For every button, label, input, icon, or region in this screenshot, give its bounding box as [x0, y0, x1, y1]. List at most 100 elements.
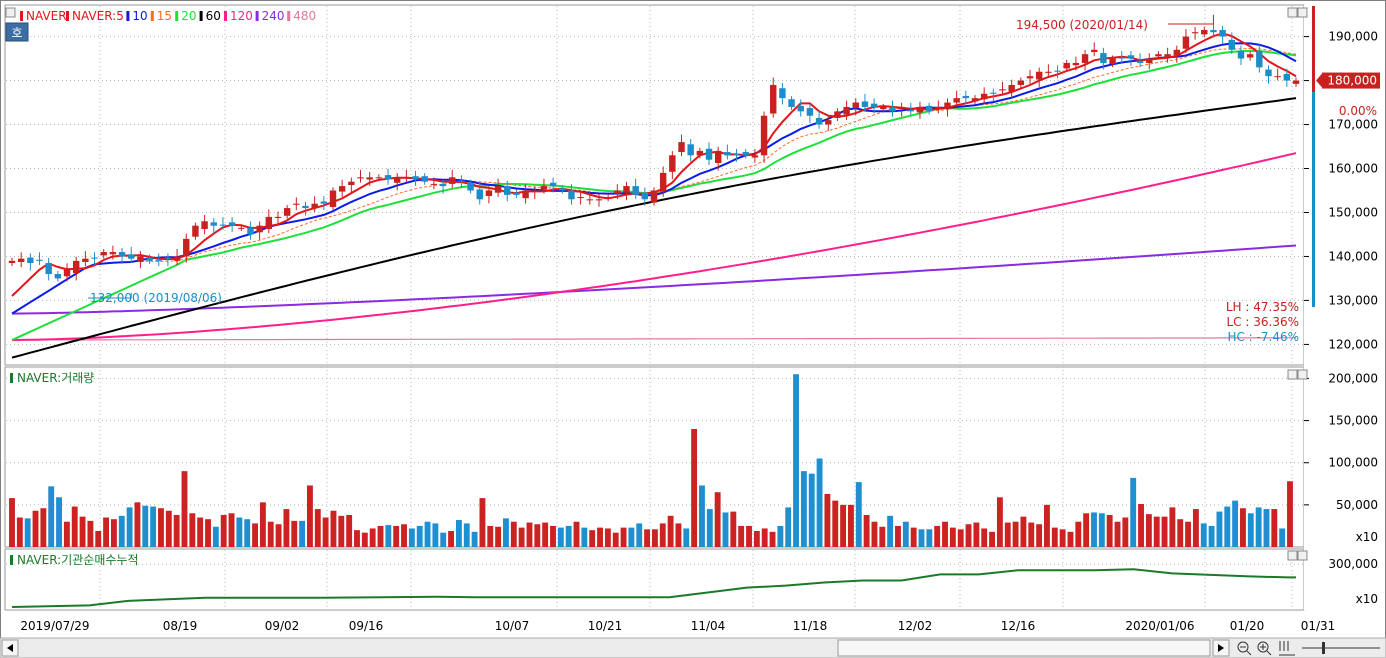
volume-bar	[1216, 511, 1223, 547]
candle-body	[898, 106, 905, 110]
volume-bar	[1091, 512, 1097, 547]
candle-body	[843, 106, 850, 115]
volume-bar	[949, 527, 956, 547]
volume-bar	[589, 530, 596, 547]
institution-cumulative-line	[11, 568, 1296, 608]
candle	[183, 233, 190, 263]
volume-bar	[699, 485, 705, 547]
zoom-slider-handle[interactable]	[1322, 642, 1325, 654]
candle	[1274, 68, 1281, 81]
volume-bar	[793, 374, 799, 547]
candle	[375, 174, 383, 181]
candle	[1201, 26, 1208, 38]
range-bar-up	[1312, 6, 1315, 92]
volume-bar	[965, 524, 972, 547]
volume-bar	[777, 525, 784, 547]
candle-body	[1081, 54, 1089, 63]
candle-body	[283, 208, 291, 216]
candle-body	[1219, 29, 1226, 37]
volume-bar	[1036, 524, 1043, 547]
institution-panel-maximize-button[interactable]	[1297, 550, 1308, 561]
candle-body	[632, 186, 639, 195]
candle	[63, 263, 71, 282]
candle	[366, 172, 373, 186]
volume-bar	[1161, 516, 1168, 547]
candle	[1026, 69, 1034, 84]
scroll-thumb[interactable]	[837, 639, 1211, 657]
volume-bar	[1067, 531, 1074, 547]
x-tick-label: 2019/07/29	[20, 619, 89, 633]
candle-body	[485, 190, 493, 196]
volume-bar	[879, 526, 886, 547]
candle-body	[604, 197, 612, 199]
candle-body	[687, 144, 694, 156]
candle-body	[623, 186, 630, 193]
volume-bar	[118, 515, 125, 547]
institution-title-label: NAVER:기관순매수누적	[17, 553, 139, 567]
candle	[870, 98, 878, 114]
volume-bar	[1153, 516, 1160, 547]
volume-bar	[1169, 507, 1176, 547]
zoom-in-button[interactable]	[1257, 641, 1272, 656]
volume-bar	[158, 508, 164, 547]
candle	[1035, 67, 1043, 87]
candle-body	[476, 189, 483, 200]
candle	[384, 168, 392, 185]
zoom-fit-button[interactable]	[1279, 641, 1295, 656]
candle-body	[852, 102, 859, 109]
candle-body	[1256, 50, 1263, 68]
volume-bar	[346, 514, 353, 547]
candle-body	[1017, 80, 1025, 85]
zoom-out-button[interactable]	[1237, 641, 1252, 656]
institution-panel-controls	[1287, 550, 1308, 561]
ma480-line	[12, 337, 1296, 341]
price-panel-menu-button[interactable]	[5, 7, 16, 18]
candle	[256, 221, 263, 240]
scroll-left-arrow-icon	[7, 644, 13, 652]
volume-bar	[981, 528, 988, 547]
volume-bar	[542, 522, 549, 547]
volume-bar	[354, 530, 360, 547]
institution-panel-minimize-button[interactable]	[1287, 550, 1298, 561]
volume-bar	[526, 522, 533, 547]
ma240-line	[11, 244, 1297, 315]
candle	[760, 111, 768, 163]
candle	[907, 102, 915, 116]
institution-unit-label: x10	[1356, 592, 1378, 606]
candle-body	[293, 203, 300, 205]
candle	[338, 179, 346, 197]
legend-label: NAVER:5	[72, 9, 124, 23]
candle-body	[586, 199, 594, 201]
candle	[228, 217, 236, 233]
volume-bar	[636, 523, 643, 547]
candle-body	[274, 216, 282, 218]
volume-bar	[95, 530, 102, 547]
x-axis-ticks: 2019/07/29 08/19 09/02 09/16 10/07 10/21 11/04…	[20, 619, 1335, 633]
range-bar-down	[1312, 92, 1315, 307]
price-panel-maximize-button[interactable]	[1297, 7, 1308, 18]
candle	[421, 173, 428, 185]
candle-body	[302, 205, 309, 209]
candle	[283, 205, 291, 219]
volume-bar	[126, 507, 133, 547]
ho-button[interactable]: 호	[5, 22, 29, 42]
volume-panel-minimize-button[interactable]	[1287, 369, 1298, 380]
volume-bar	[103, 517, 110, 547]
candle-body	[118, 252, 126, 257]
candle-body	[430, 183, 438, 185]
volume-bar	[24, 518, 31, 547]
candle	[990, 88, 997, 102]
volume-bar	[714, 492, 721, 547]
candle-body	[357, 177, 364, 179]
candle-body	[1072, 62, 1080, 66]
volume-panel-maximize-button[interactable]	[1297, 369, 1308, 380]
price-tick-label: 160,000	[1328, 162, 1378, 176]
price-legend: NAVER NAVER:5 10 15 20 60 120 240 480	[20, 9, 316, 23]
candle	[494, 178, 502, 197]
volume-bar	[1247, 513, 1254, 547]
price-panel-minimize-button[interactable]	[1287, 7, 1298, 18]
price-tick-label: 120,000	[1328, 337, 1378, 351]
candle-body	[201, 221, 208, 229]
candle	[614, 184, 621, 200]
candle	[1182, 29, 1190, 53]
